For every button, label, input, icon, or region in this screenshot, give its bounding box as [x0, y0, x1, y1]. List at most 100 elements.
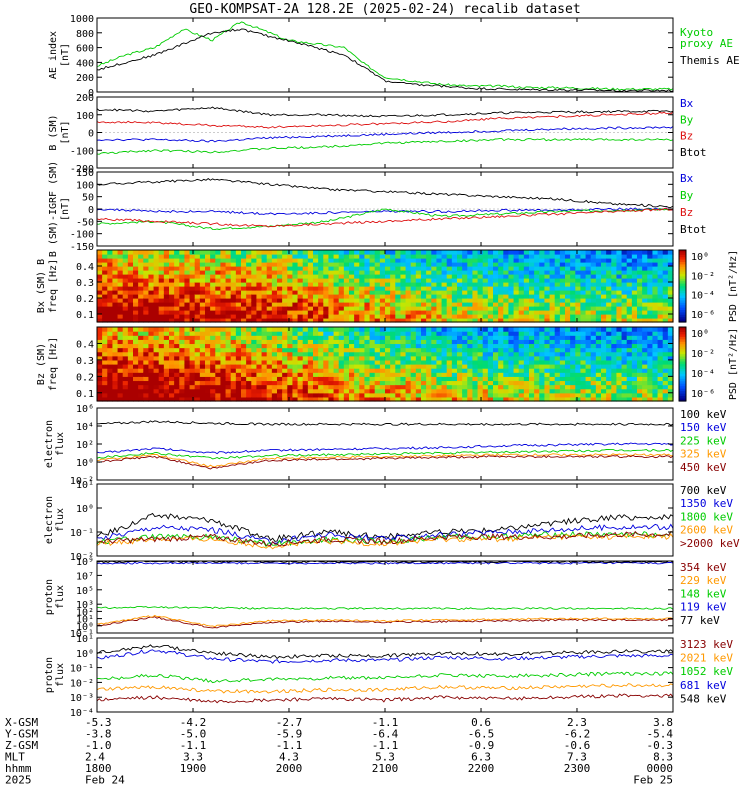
spectrogram-cell	[153, 376, 160, 382]
spectrogram-cell	[462, 327, 468, 332]
spectrogram-cell	[369, 286, 376, 291]
y-tick-label: -100	[70, 230, 94, 241]
spectrogram-cell	[158, 310, 165, 315]
spectrogram-cell	[138, 286, 144, 291]
spectrogram-cell	[122, 314, 129, 319]
spectrogram-cell	[163, 306, 170, 311]
spectrogram-cell	[333, 368, 340, 373]
colorbar-frame	[678, 326, 687, 402]
spectrogram-cell	[426, 396, 432, 402]
spectrogram-cell	[256, 335, 263, 340]
spectrogram-cell	[467, 250, 474, 255]
spectrogram-cell	[390, 250, 396, 255]
spectrogram-cell	[313, 290, 319, 295]
spectrogram-cell	[400, 351, 407, 357]
x-axis-value: -5.0	[180, 728, 207, 741]
spectrogram-cell	[189, 290, 196, 295]
spectrogram-cell	[498, 250, 504, 255]
spectrogram-cell	[302, 384, 309, 390]
spectrogram-cell	[637, 376, 643, 382]
spectrogram-cell	[482, 290, 489, 295]
spectrogram-cell	[523, 388, 530, 394]
spectrogram-cell	[390, 351, 396, 357]
spectrogram-cell	[246, 258, 252, 263]
legend-entry: Btot	[680, 223, 707, 236]
spectrogram-cell	[261, 306, 268, 311]
spectrogram-cell	[112, 250, 119, 255]
spectrogram-cell	[235, 282, 242, 287]
spectrogram-cell	[199, 347, 206, 353]
spectrogram-cell	[323, 278, 330, 283]
spectrogram-cell	[138, 270, 144, 275]
spectrogram-cell	[328, 339, 335, 345]
spectrogram-cell	[354, 298, 360, 303]
spectrogram-cell	[462, 335, 468, 340]
spectrogram-cell	[395, 384, 402, 390]
spectrogram-cell	[457, 278, 463, 283]
spectrogram-cell	[513, 384, 520, 390]
spectrogram-cell	[302, 298, 309, 303]
spectrogram-cell	[390, 306, 396, 311]
spectrogram-cell	[179, 327, 186, 332]
spectrogram-cell	[271, 380, 278, 386]
spectrogram-cell	[457, 294, 463, 299]
spectrogram-cell	[410, 355, 417, 361]
spectrogram-cell	[179, 266, 186, 271]
spectrogram-cell	[246, 302, 252, 307]
spectrogram-cell	[133, 314, 139, 319]
spectrogram-cell	[652, 343, 659, 349]
spectrogram-cell	[513, 335, 520, 340]
spectrogram-cell	[667, 282, 674, 287]
spectrogram-cell	[133, 262, 139, 267]
spectrogram-cell	[662, 258, 669, 263]
spectrogram-cell	[102, 278, 108, 283]
spectrogram-cell	[544, 314, 551, 319]
spectrogram-cell	[230, 262, 237, 267]
spectrogram-cell	[364, 339, 371, 345]
spectrogram-cell	[138, 294, 144, 299]
spectrogram-cell	[585, 266, 592, 271]
spectrogram-cell	[400, 298, 407, 303]
spectrogram-cell	[405, 376, 412, 382]
spectrogram-cell	[580, 355, 587, 361]
spectrogram-cell	[575, 392, 582, 398]
y-axis-label: B (SM)-IGRF (SM)	[48, 161, 59, 257]
spectrogram-cell	[462, 298, 468, 303]
spectrogram-cell	[220, 339, 227, 345]
spectrogram-cell	[585, 364, 592, 369]
spectrogram-cell	[565, 355, 571, 361]
spectrogram-cell	[117, 396, 124, 402]
spectrogram-cell	[580, 343, 587, 349]
spectrogram-cell	[133, 294, 139, 299]
spectrogram-cell	[318, 376, 324, 382]
spectrogram-cell	[436, 318, 443, 323]
spectrogram-cell	[477, 388, 484, 394]
spectrogram-cell	[385, 290, 391, 295]
spectrogram-cell	[102, 327, 108, 332]
spectrogram-cell	[107, 384, 114, 390]
spectrogram-cell	[277, 372, 283, 377]
spectrogram-cell	[256, 355, 263, 361]
spectrogram-cell	[405, 318, 412, 323]
spectrogram-cell	[385, 339, 391, 345]
spectrogram-cell	[235, 327, 242, 332]
spectrogram-cell	[400, 278, 407, 283]
spectrogram-cell	[534, 310, 540, 315]
spectrogram-cell	[215, 343, 222, 349]
spectrogram-cell	[292, 302, 299, 307]
spectrogram-cell	[487, 250, 494, 255]
spectrogram-cell	[518, 266, 525, 271]
spectrogram-cell	[122, 282, 129, 287]
spectrogram-cell	[102, 306, 108, 311]
spectrogram-cell	[210, 314, 216, 319]
spectrogram-cell	[174, 339, 180, 345]
spectrogram-cell	[277, 335, 283, 340]
spectrogram-cell	[230, 314, 237, 319]
spectrogram-cell	[534, 302, 540, 307]
spectrogram-cell	[611, 302, 618, 307]
spectrogram-cell	[462, 384, 468, 390]
spectrogram-cell	[410, 392, 417, 398]
spectrogram-cell	[637, 396, 643, 402]
